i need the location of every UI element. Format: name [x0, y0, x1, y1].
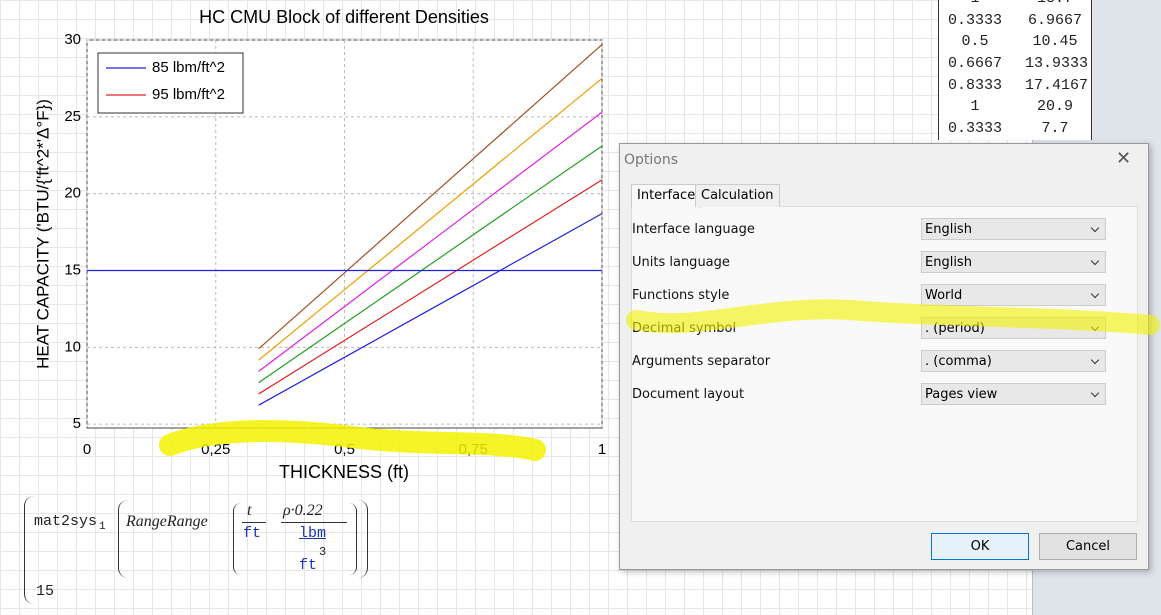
data-line [258, 77, 603, 361]
y-tick-label: 10 [64, 338, 81, 355]
cancel-button[interactable]: Cancel [1039, 533, 1137, 560]
legend-label: 95 lbm/ft^2 [152, 86, 225, 103]
matrix-cell: 18.7 [1025, 0, 1085, 10]
var-t: t [247, 502, 252, 519]
x-tick-label: 1 [598, 441, 606, 458]
matrix: 118.70.33336.96670.510.450.666713.93330.… [938, 0, 1092, 140]
y-tick-label: 20 [64, 185, 81, 202]
x-tick-label: 0,5 [334, 441, 355, 458]
setting-label: Functions style [632, 288, 730, 303]
matrix-row: 0.8333 17.4167 [945, 75, 1089, 97]
chart-title: HC CMU Block of different Densities [199, 7, 489, 27]
matrix-cell: 0.3333 [947, 11, 1002, 29]
matrix-row: 0.3333 6.9667 [945, 10, 1085, 32]
matrix-cell: 20.9 [1036, 98, 1073, 116]
fraction-bar [281, 522, 347, 523]
tab[interactable]: Calculation [695, 184, 780, 207]
y-axis-label: HEAT CAPACITY ('BTU/{'ft^2*'Δ°F}) [33, 99, 52, 369]
matrix-cell: 1 [970, 98, 980, 116]
setting-label: Arguments separator [632, 354, 771, 369]
setting-label: Decimal symbol [632, 321, 737, 336]
x-tick-label: 0,75 [459, 441, 488, 458]
close-button[interactable]: ✕ [1116, 148, 1132, 169]
result: 15 [36, 583, 55, 600]
matrix-cell: 0.3333 [947, 120, 1002, 138]
matrix-row: 0.3333 7.7 [945, 118, 1085, 140]
dropdown[interactable]: English [921, 251, 1106, 273]
options-dialog: Options ✕ Interface Calculation Interfac… [619, 143, 1149, 570]
x-axis-label: THICKNESS (ft) [279, 462, 409, 482]
unit: lbm [299, 525, 327, 542]
x-tick-label: 0,25 [201, 441, 230, 458]
unit: ft [299, 557, 318, 574]
function-name: mat2sys [34, 513, 98, 530]
matrix-cell: 17.4167 [1025, 76, 1089, 94]
dropdown[interactable]: World [921, 284, 1106, 306]
tab[interactable]: Interface [631, 184, 702, 208]
data-line [258, 44, 603, 350]
paren [118, 500, 368, 578]
brace [24, 496, 39, 604]
dropdown[interactable]: English [921, 218, 1106, 240]
matrix-row: 0.6667 13.9333 [945, 53, 1089, 75]
setting-label: Document layout [632, 387, 745, 402]
paren [233, 503, 357, 575]
matrix-cell: 10.45 [1032, 33, 1078, 51]
y-tick-label: 25 [64, 108, 81, 125]
matrix-row: 0.5 10.45 [945, 31, 1085, 53]
matrix-cell: 0.5 [961, 33, 989, 51]
unit: ft [243, 525, 262, 542]
legend [97, 52, 244, 114]
chart: HC CMU Block of different Densities THIC… [33, 7, 606, 482]
setting-label: Interface language [632, 222, 755, 237]
y-tick-label: 30 [64, 31, 81, 48]
matrix-row: 1 20.9 [945, 96, 1085, 118]
y-tick-label: 5 [73, 415, 81, 432]
dropdown[interactable]: . (period) [921, 317, 1106, 339]
matrix-cell: 0.8333 [947, 76, 1002, 94]
matrix-cell: 0.6667 [947, 55, 1002, 73]
matrix-cell: 7.7 [1041, 120, 1069, 138]
matrix-row: 118.7 [945, 0, 1085, 10]
setting-label: Units language [632, 255, 730, 270]
y-tick-label: 15 [64, 261, 81, 278]
dialog-title: Options [624, 152, 679, 168]
exponent: 3 [319, 545, 327, 559]
matrix-cell: 13.9333 [1025, 55, 1089, 73]
numerator: ρ·0.22 [283, 502, 323, 519]
dropdown[interactable]: Pages view [921, 383, 1106, 405]
data-line [258, 111, 603, 372]
data-line [258, 145, 603, 384]
data-line [258, 213, 603, 406]
legend-label: 85 lbm/ft^2 [152, 59, 225, 76]
dropdown[interactable]: . (comma) [921, 350, 1106, 372]
data-line [258, 179, 603, 395]
inner-function: RangeRange [126, 513, 208, 530]
fraction-bar [242, 522, 266, 523]
matrix-cell: 1 [945, 0, 1005, 10]
matrix-cell: 6.9667 [1027, 11, 1082, 29]
ok-button[interactable]: OK [931, 533, 1029, 560]
x-tick-label: 0 [83, 441, 91, 458]
subscript: 1 [99, 521, 106, 533]
